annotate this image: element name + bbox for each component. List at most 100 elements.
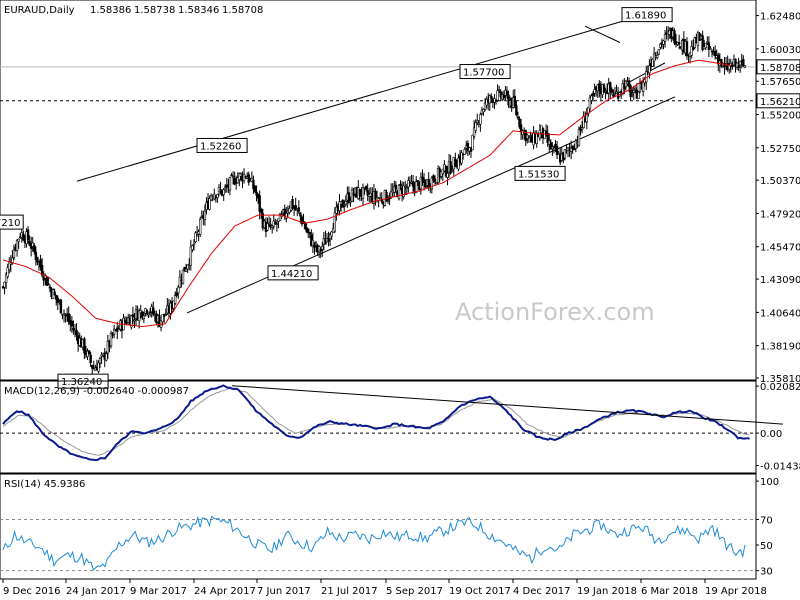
candle-body — [343, 205, 346, 208]
rsi-y-tick-label: 70 — [760, 515, 773, 526]
candle-body — [460, 152, 463, 164]
candle-body — [133, 319, 136, 322]
candle-body — [569, 147, 573, 152]
annotation-box — [514, 165, 566, 181]
annotation-label: 1.36240 — [61, 377, 102, 388]
candle-body — [432, 175, 435, 181]
ohlc-close: 1.58708 — [222, 5, 263, 16]
candle-body — [233, 177, 236, 185]
candle-body — [123, 319, 127, 322]
candle-body — [349, 200, 352, 203]
candle-body — [15, 240, 19, 251]
candle-body — [469, 150, 473, 152]
candle-body — [253, 186, 257, 192]
candle-body — [598, 83, 601, 92]
candle-body — [466, 143, 470, 151]
candle-body — [488, 95, 491, 104]
annotation-box — [196, 137, 248, 153]
candle-body — [260, 208, 263, 213]
candle-body — [338, 201, 341, 212]
candle-body — [446, 173, 449, 178]
candle-body — [72, 328, 75, 331]
candle-body — [231, 176, 235, 178]
candle-body — [361, 187, 365, 199]
candle-body — [385, 191, 388, 202]
rsi-lines — [0, 515, 756, 572]
candle-body — [394, 184, 398, 190]
candle-body — [142, 315, 146, 320]
candle-body — [549, 142, 553, 150]
rsi-y-axis: 100 70 50 30 — [756, 477, 779, 578]
ohlc-values: 1.58386 1.58738 1.58346 1.58708 — [90, 5, 263, 16]
candle-body — [366, 190, 369, 196]
candle-body — [36, 256, 39, 263]
price-tags: 1.58708 1.56210 — [756, 59, 800, 109]
candle-body — [252, 179, 255, 189]
candle-body — [454, 158, 457, 167]
trendline — [76, 18, 632, 182]
candle-body — [515, 105, 518, 116]
candle-body — [468, 147, 471, 152]
candle-body — [613, 93, 617, 95]
candle-body — [130, 315, 133, 328]
candle-body — [31, 242, 34, 247]
candle-body — [546, 132, 549, 144]
candle-body — [399, 183, 402, 187]
candle-body — [450, 170, 454, 173]
candle-body — [300, 216, 304, 225]
candle-body — [3, 281, 6, 288]
candle-body — [662, 40, 665, 45]
candle-body — [435, 182, 438, 184]
rsi-panel-frame — [0, 473, 757, 580]
macd-line — [2, 384, 750, 462]
candle-body — [28, 241, 31, 246]
candle-body — [472, 127, 476, 137]
candle-body — [449, 161, 452, 174]
x-tick-label: 19 Jan 2018 — [577, 586, 637, 597]
candle-body — [236, 177, 239, 184]
candle-body — [710, 50, 714, 53]
candle-body — [173, 295, 177, 304]
candle-body — [6, 267, 9, 278]
candle-body — [40, 265, 44, 276]
last-price-tag-box — [756, 59, 800, 75]
ohlc-open: 1.58386 — [90, 5, 131, 16]
candle-body — [175, 292, 178, 296]
price-y-tick-label: 1.43090 — [760, 275, 800, 286]
price-y-tick-label: 1.60030 — [760, 45, 800, 56]
candle-body — [294, 205, 297, 211]
candle-body — [557, 153, 560, 155]
candle-body — [577, 128, 581, 146]
candle-body — [379, 196, 382, 199]
price-y-axis: 1.62480 1.60030 1.57650 1.55200 1.52750 1.503… — [756, 12, 800, 385]
candle-body — [178, 276, 182, 288]
x-tick-label: 4 Dec 2017 — [513, 586, 571, 597]
candle-body — [224, 186, 227, 189]
x-tick-label: 9 Mar 2017 — [130, 586, 187, 597]
candle-body — [499, 91, 502, 98]
support-line — [0, 66, 756, 102]
candle-body — [230, 174, 233, 177]
candle-body — [543, 130, 546, 139]
candle-body — [483, 102, 487, 110]
candle-body — [629, 85, 632, 97]
annotation-box — [621, 7, 673, 23]
candle-body — [651, 58, 654, 67]
candle-body — [247, 174, 250, 183]
price-y-tick-label: 1.45470 — [760, 243, 800, 254]
candle-body — [397, 184, 401, 200]
candle-body — [70, 320, 74, 327]
candle-body — [347, 192, 351, 204]
candle-body — [147, 313, 150, 315]
candle-body — [39, 259, 42, 268]
candle-body — [48, 286, 52, 289]
candle-body — [590, 95, 593, 101]
candle-body — [411, 181, 415, 187]
annotation-box — [0, 214, 24, 230]
candle-body — [255, 191, 258, 196]
candle-body — [735, 62, 739, 68]
annotation-label: 1.52260 — [200, 141, 241, 152]
annotation-label: 7210 — [0, 218, 20, 229]
candle-body — [474, 122, 477, 131]
